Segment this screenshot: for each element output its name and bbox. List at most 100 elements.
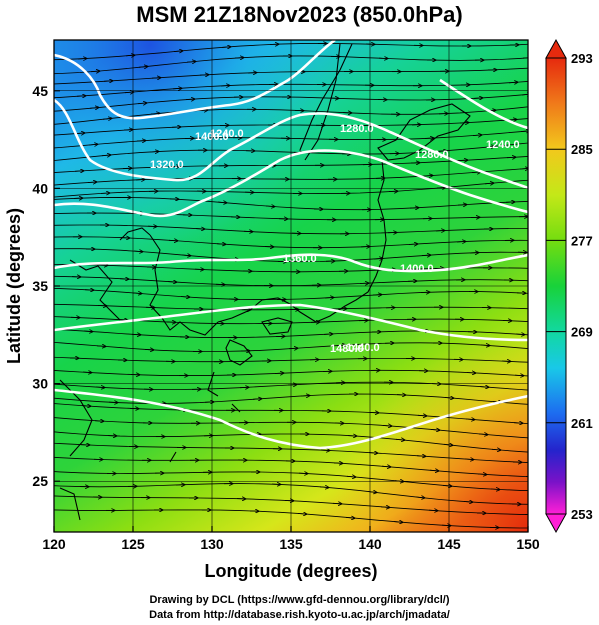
x-tick-label: 135 [279, 536, 303, 552]
colorbar-tick-label: 293 [571, 51, 593, 66]
wind-arrow [88, 144, 97, 145]
wind-arrow [124, 92, 133, 93]
wind-arrow [87, 182, 96, 183]
wind-arrow [150, 113, 159, 114]
contour-label: 1240.0 [486, 139, 520, 151]
x-tick-label: 120 [42, 536, 66, 552]
colorbar-tick-label: 269 [571, 325, 593, 340]
y-tick-label: 45 [32, 83, 48, 99]
wind-arrow [287, 385, 296, 386]
wind-arrow [234, 58, 243, 59]
wind-arrow [443, 444, 452, 445]
wind-arrow [441, 525, 450, 526]
wind-arrow [81, 406, 90, 407]
wind-arrow [437, 151, 446, 152]
streamline [54, 393, 528, 405]
wind-arrow [477, 474, 486, 475]
wind-arrow [83, 331, 92, 332]
wind-arrow [252, 399, 261, 400]
wind-arrow [533, 179, 541, 180]
contour-1240-west [54, 40, 336, 120]
wind-streamlines [54, 43, 542, 529]
wind-arrow [417, 415, 426, 416]
wind-arrow [395, 439, 404, 440]
streamline [54, 224, 528, 235]
y-axis-ticks: 25 30 35 40 45 [32, 83, 528, 489]
colorbar-tick-label: 253 [571, 507, 593, 522]
wind-arrow [136, 141, 145, 142]
wind-arrow [133, 251, 142, 252]
wind-arrow [423, 176, 432, 177]
wind-arrow [436, 187, 445, 188]
wind-arrow [265, 206, 274, 207]
wind-arrow [534, 142, 542, 143]
wind-arrow [373, 258, 382, 259]
wind-arrow [132, 293, 141, 294]
wind-arrow [485, 146, 494, 147]
wind-arrow [217, 202, 226, 203]
wind-arrow [89, 108, 98, 109]
wind-arrow [529, 349, 537, 350]
wind-arrow [473, 98, 482, 99]
wind-arrow [345, 517, 354, 518]
wind-arrow [96, 346, 105, 347]
y-tick-label: 30 [32, 376, 48, 392]
streamline [54, 483, 528, 505]
wind-arrow [442, 485, 451, 486]
credit-drawing: Drawing by DCL (https://www.gfd-dennou.o… [149, 594, 450, 606]
wind-arrow [457, 205, 466, 206]
streamline [54, 142, 528, 161]
streamline [54, 168, 528, 186]
contour-labels: 1240.0 1280.01280.01320.01360.01400.01400… [150, 123, 520, 355]
wind-arrow [319, 487, 328, 488]
x-tick-label: 125 [121, 536, 145, 552]
wind-arrow [216, 244, 225, 245]
wind-arrow [180, 297, 189, 298]
wind-arrow [522, 58, 528, 59]
wind-arrow [101, 155, 110, 156]
wind-arrow [168, 240, 177, 241]
streamline [54, 67, 528, 85]
x-tick-label: 140 [358, 536, 382, 552]
contour-1320 [54, 149, 528, 218]
contour-1480 [54, 388, 528, 450]
wind-arrow [221, 47, 230, 48]
wind-arrow [428, 510, 437, 511]
wind-arrow [186, 62, 195, 63]
wind-arrow [416, 456, 425, 457]
streamline [54, 369, 528, 377]
wind-arrow [415, 497, 424, 498]
wind-arrow [465, 419, 474, 420]
streamline [54, 403, 528, 425]
wind-arrow [332, 503, 341, 504]
contour-label: 1440.0 [346, 342, 380, 354]
wind-arrow [123, 130, 132, 131]
wind-arrow [491, 449, 500, 450]
streamline [54, 179, 528, 198]
streamline [54, 509, 528, 529]
contour-1400 [54, 253, 528, 273]
map-title: MSM 21Z18Nov2023 (850.0hPa) [136, 2, 463, 27]
wind-arrow [490, 489, 499, 490]
wind-arrow [102, 118, 111, 119]
wind-arrow [479, 387, 488, 388]
wind-arrow [368, 453, 377, 454]
wind-arrow [421, 255, 430, 256]
wind-arrow [346, 476, 355, 477]
wind-arrow [74, 171, 83, 172]
streamline [54, 288, 528, 301]
wind-arrow [181, 255, 190, 256]
streamline [54, 328, 528, 339]
wind-arrow [382, 425, 391, 426]
streamline [54, 118, 528, 136]
x-tick-label: 130 [200, 536, 224, 552]
y-axis-label: Latitude (degrees) [4, 208, 24, 364]
wind-arrow [463, 502, 472, 503]
colorbar-tick-label: 261 [571, 416, 593, 431]
x-tick-label: 145 [437, 536, 461, 552]
wind-arrow [429, 470, 438, 471]
wind-arrow [90, 71, 99, 72]
wind-arrow [94, 421, 103, 422]
wind-arrow [380, 507, 389, 508]
